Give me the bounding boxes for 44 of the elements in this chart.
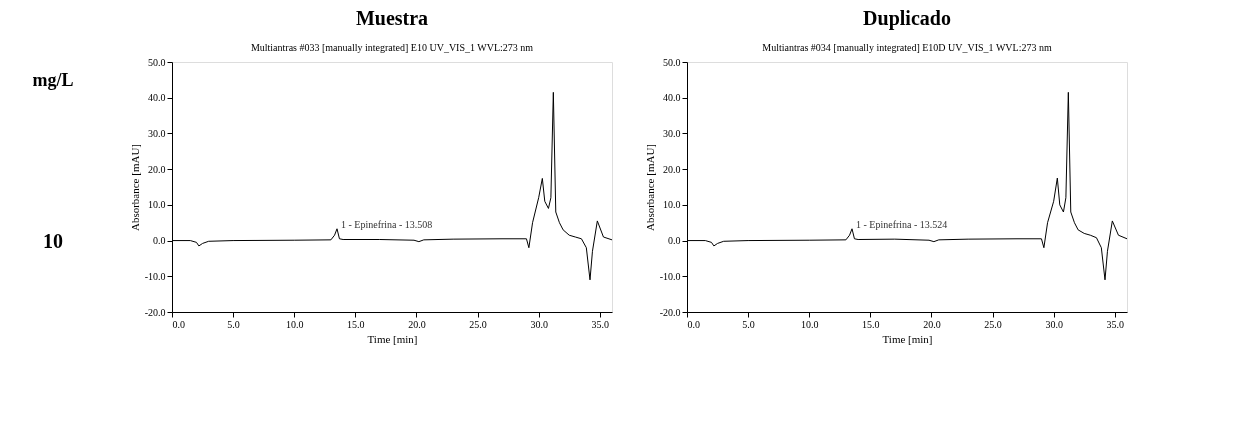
y-tick-label: -10.0: [144, 270, 166, 282]
y-tick-label: 20.0: [148, 163, 166, 175]
text: 10: [43, 230, 63, 252]
y-tick-label: 10.0: [148, 199, 166, 211]
chart-title: Duplicado: [863, 7, 951, 30]
y-tick-label: 10.0: [663, 199, 681, 211]
y-tick-label: 50.0: [148, 56, 166, 68]
x-tick-label: 5.0: [742, 318, 755, 330]
y-tick-label: 20.0: [663, 163, 681, 175]
y-tick-label: -20.0: [659, 306, 681, 318]
y-tick-label: -20.0: [144, 306, 166, 318]
x-tick-label: 20.0: [923, 318, 941, 330]
x-tick-label: 20.0: [408, 318, 426, 330]
x-tick-label: 0.0: [172, 318, 185, 330]
x-tick-label: 10.0: [800, 318, 819, 330]
x-tick-label: 25.0: [984, 318, 1002, 330]
y-tick-label: 40.0: [663, 92, 681, 104]
x-tick-label: 15.0: [862, 318, 880, 330]
x-tick-label: 35.0: [1106, 318, 1125, 330]
y-tick-label: 30.0: [663, 127, 681, 139]
y-tick-label: 50.0: [663, 56, 681, 68]
y-axis-title: Absorbance [mAU]: [128, 143, 141, 232]
chart-subtitle: Multiantras #033 [manually integrated] E10 UV_VIS_1 WVL:273 nm: [250, 42, 534, 53]
chart-subtitle: Multiantras #034 [manually integrated] E10D UV_VIS_1 WVL:273 nm: [762, 42, 1052, 53]
y-tick-label: 40.0: [148, 92, 166, 104]
chart-title: Muestra: [355, 7, 429, 29]
x-tick-label: 35.0: [591, 318, 610, 330]
x-tick-label: 0.0: [687, 318, 700, 330]
x-tick-label: 15.0: [347, 318, 365, 330]
x-tick-label: 10.0: [285, 318, 304, 330]
x-tick-label: 30.0: [1045, 318, 1063, 330]
x-tick-label: 30.0: [530, 318, 548, 330]
y-tick-label: 0.0: [153, 235, 166, 247]
y-tick-label: 30.0: [148, 127, 166, 139]
y-axis-title: Absorbance [mAU]: [643, 143, 656, 232]
annotation: 1 - Epinefrina - 13.524: [856, 218, 948, 230]
annotation: 1 - Epinefrina - 13.508: [341, 218, 433, 230]
text: mg/L: [32, 70, 74, 90]
x-tick-label: 5.0: [227, 318, 240, 330]
y-tick-label: -10.0: [659, 270, 681, 282]
x-axis-title: Time [min]: [882, 332, 933, 345]
x-axis-title: Time [min]: [367, 332, 418, 345]
y-tick-label: 0.0: [668, 235, 681, 247]
x-tick-label: 25.0: [469, 318, 487, 330]
